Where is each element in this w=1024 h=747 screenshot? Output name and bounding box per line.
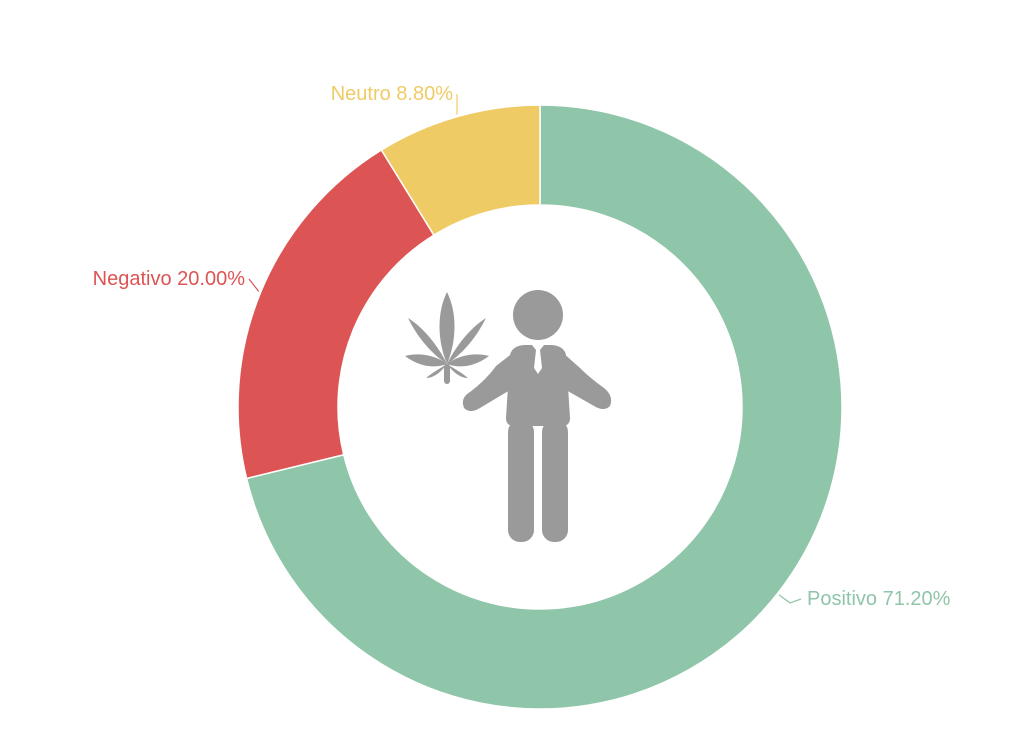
slice-label-neutro: Neutro 8.80%	[331, 83, 454, 105]
leader-line-positivo	[778, 594, 802, 604]
slice-label-negativo: Negativo 20.00%	[93, 268, 246, 290]
businessman-icon	[462, 290, 612, 542]
slices-group	[237, 104, 843, 710]
slice-neutro	[380, 104, 541, 237]
slice-label-positivo: Positivo 71.20%	[807, 588, 951, 610]
cannabis-leaf-icon	[405, 292, 489, 384]
slice-positivo	[245, 104, 843, 710]
labels-group: Positivo 71.20% Negativo 20.00% Neutro 8.8…	[93, 83, 951, 610]
slice-negativo	[237, 148, 435, 480]
leader-line-negativo	[248, 278, 260, 292]
tie-icon	[532, 345, 544, 374]
